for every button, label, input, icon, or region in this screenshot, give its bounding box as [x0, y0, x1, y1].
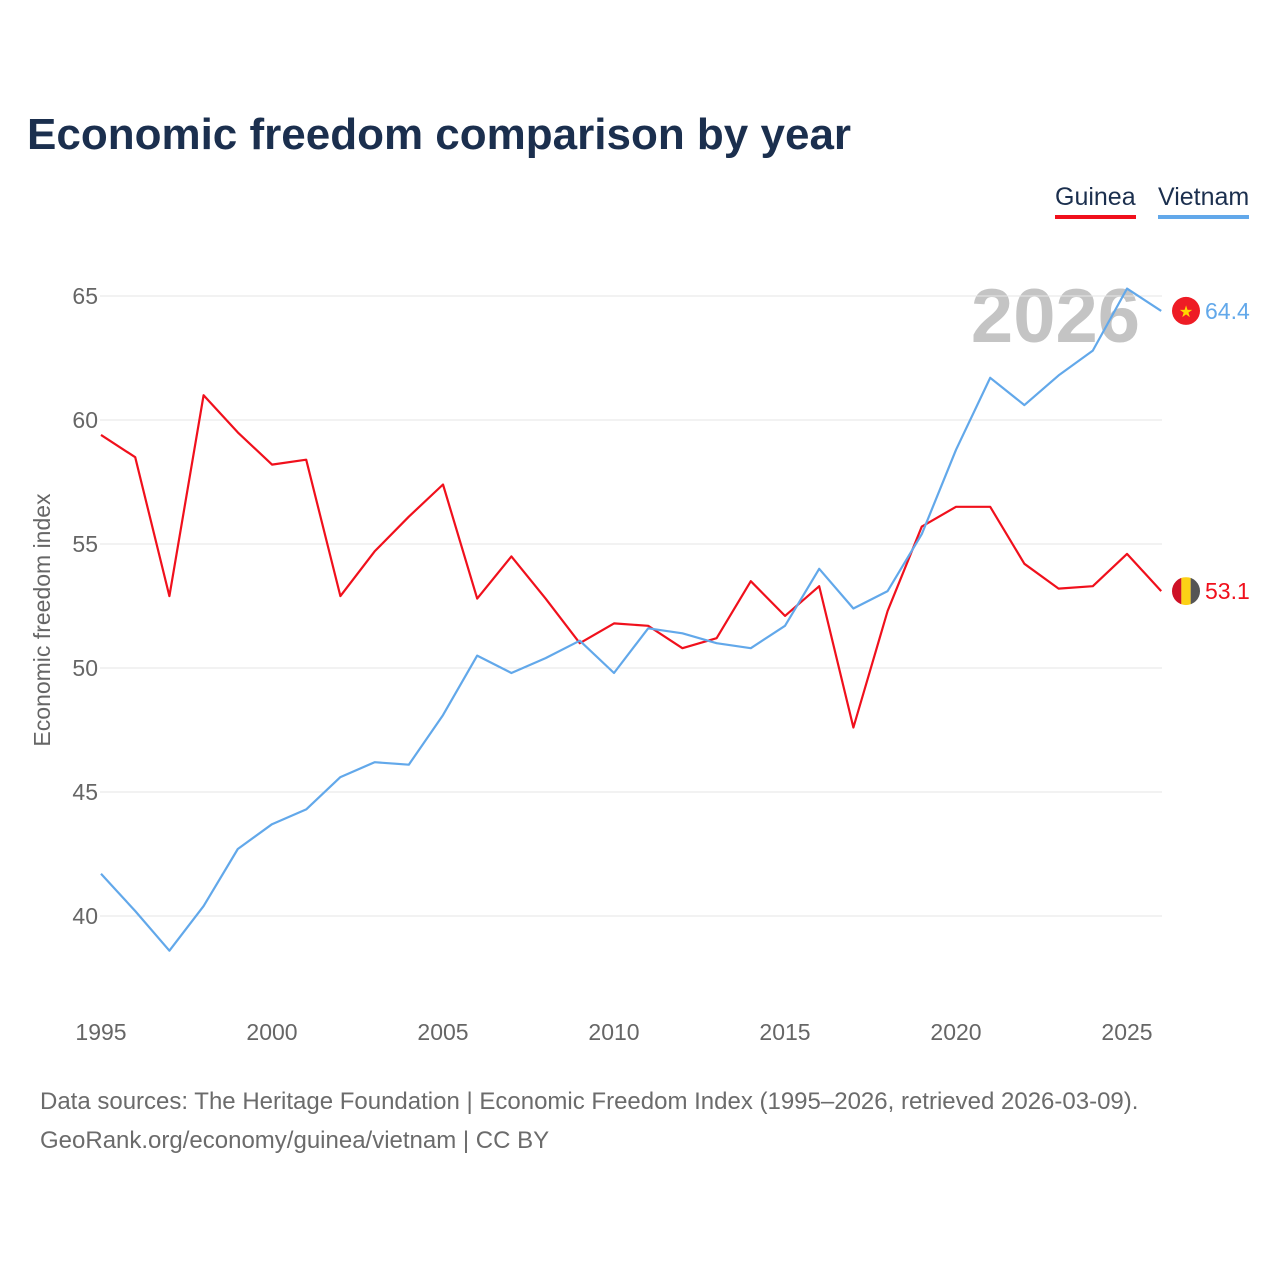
x-tick-label: 2005: [417, 1019, 468, 1045]
y-tick-label: 55: [72, 531, 98, 557]
y-tick-label: 50: [72, 655, 98, 681]
flag-icon-vietnam: ★: [1172, 296, 1200, 325]
end-value-label-vietnam: 64.4: [1205, 298, 1250, 324]
x-tick-label: 2020: [930, 1019, 981, 1045]
x-tick-label: 2015: [759, 1019, 810, 1045]
chart-title: Economic freedom comparison by year: [27, 110, 852, 159]
y-tick-label: 40: [72, 903, 98, 929]
svg-text:★: ★: [1179, 304, 1193, 321]
x-tick-label: 2025: [1101, 1019, 1152, 1045]
legend-vietnam[interactable]: Vietnam: [1158, 183, 1250, 219]
x-tick-label: 2010: [588, 1019, 639, 1045]
y-tick-label: 60: [72, 407, 98, 433]
x-tick-label: 2000: [246, 1019, 297, 1045]
x-tick-label: 1995: [75, 1019, 126, 1045]
series-line-guinea: [100, 394, 1163, 729]
y-tick-label: 65: [72, 283, 98, 309]
y-axis-label: Economic freedom index: [29, 493, 55, 747]
flag-icon-guinea: [1172, 577, 1200, 606]
legend-guinea[interactable]: Guinea: [1055, 183, 1136, 219]
y-tick-label: 45: [72, 779, 98, 805]
end-value-label-guinea: 53.1: [1205, 578, 1250, 604]
series-line-vietnam: [100, 287, 1162, 952]
footer-credit: GeoRank.org/economy/guinea/vietnam | CC …: [40, 1127, 550, 1154]
footer-sources: Data sources: The Heritage Foundation | …: [40, 1088, 1139, 1115]
year-watermark: 2026: [971, 274, 1140, 359]
